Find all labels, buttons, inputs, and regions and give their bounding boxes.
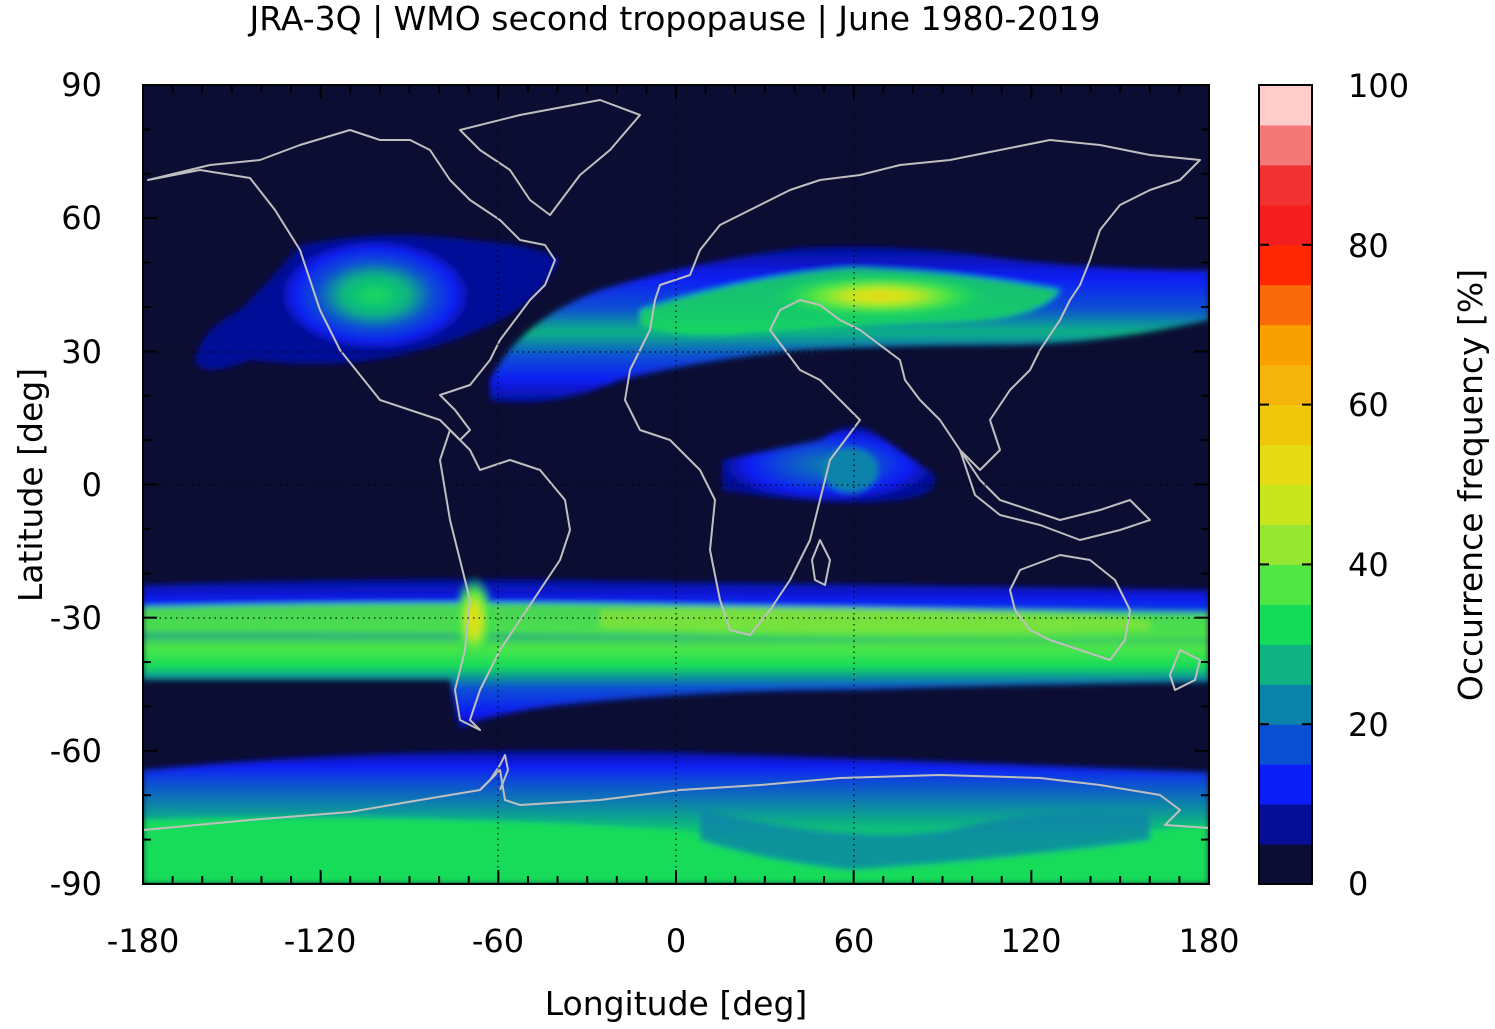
coast-antarctica bbox=[143, 769, 1209, 831]
x-tick-label: 0 bbox=[666, 922, 686, 960]
colorbar-level-13 bbox=[1259, 324, 1312, 366]
x-tick-label: -120 bbox=[284, 922, 357, 960]
y-tick-label: -90 bbox=[50, 865, 102, 903]
sh-subtropical-belt bbox=[143, 576, 1209, 730]
colorbar-level-7 bbox=[1259, 564, 1312, 605]
colorbar-tick-label: 60 bbox=[1348, 386, 1389, 424]
colorbar-level-9 bbox=[1259, 484, 1312, 525]
colorbar-level-6 bbox=[1259, 604, 1312, 645]
colorbar-level-8 bbox=[1259, 524, 1312, 565]
colorbar-tick-label: 100 bbox=[1348, 67, 1409, 105]
coast-madagascar bbox=[811, 539, 831, 586]
coast-north-america bbox=[147, 129, 556, 441]
colorbar-frame bbox=[1258, 84, 1313, 885]
y-axis-ticks: 90 60 30 0 -30 -60 -90 bbox=[50, 66, 102, 903]
y-tick-label: 60 bbox=[61, 199, 102, 237]
coast-australia bbox=[1009, 554, 1131, 661]
colorbar-tick-label: 0 bbox=[1348, 865, 1368, 903]
coast-europe-africa bbox=[624, 139, 1201, 636]
coast-greenland bbox=[459, 99, 641, 216]
colorbar-level-11 bbox=[1259, 404, 1312, 446]
x-tick-label: 120 bbox=[1000, 922, 1061, 960]
x-tick-label: 60 bbox=[834, 922, 875, 960]
colorbar-level-12 bbox=[1259, 364, 1312, 406]
colorbar-level-15 bbox=[1259, 244, 1312, 286]
y-tick-label: -60 bbox=[50, 732, 102, 770]
x-axis-ticks: -180 -120 -60 0 60 120 180 bbox=[107, 922, 1240, 960]
y-tick-label: 90 bbox=[61, 66, 102, 104]
map-title: JRA-3Q | WMO second tropopause | June 19… bbox=[248, 0, 1101, 38]
y-tick-label: -30 bbox=[50, 599, 102, 637]
colorbar-level-19 bbox=[1259, 85, 1312, 126]
y-tick-label: 30 bbox=[61, 333, 102, 371]
x-tick-label: -180 bbox=[107, 922, 180, 960]
coast-antarctic-peninsula bbox=[479, 754, 509, 791]
colorbar-tick-label: 80 bbox=[1348, 227, 1389, 265]
colorbar-label: Occurrence frequency [%] bbox=[1451, 269, 1490, 701]
colorbar-tick-label: 40 bbox=[1348, 546, 1389, 584]
colorbar-level-17 bbox=[1259, 164, 1312, 206]
grid-lines bbox=[143, 85, 1209, 884]
coast-southeast-asia bbox=[959, 449, 1151, 541]
y-axis-label: Latitude [deg] bbox=[11, 368, 50, 602]
coast-central-south-america bbox=[439, 429, 571, 731]
coastlines bbox=[143, 99, 1209, 831]
colorbar-tick-marks bbox=[1259, 84, 1312, 885]
map-plot-area bbox=[143, 85, 1209, 884]
colorbar-level-10 bbox=[1259, 444, 1312, 485]
colorbar-level-16 bbox=[1259, 204, 1312, 246]
colorbar-level-2 bbox=[1259, 764, 1312, 805]
colorbar-level-4 bbox=[1259, 684, 1312, 725]
y-tick-label: 0 bbox=[82, 466, 102, 504]
x-axis-label: Longitude [deg] bbox=[545, 984, 808, 1023]
axis-tick-marks bbox=[142, 84, 1210, 885]
colorbar-level-18 bbox=[1259, 124, 1312, 166]
colorbar bbox=[1259, 85, 1312, 885]
colorbar-level-3 bbox=[1259, 724, 1312, 765]
x-tick-label: 180 bbox=[1178, 922, 1239, 960]
coast-new-zealand bbox=[1169, 649, 1201, 691]
colorbar-level-14 bbox=[1259, 284, 1312, 326]
x-tick-label: -60 bbox=[472, 922, 524, 960]
colorbar-tick-labels: 100 80 60 40 20 0 bbox=[1348, 67, 1409, 903]
colorbar-level-1 bbox=[1259, 804, 1312, 845]
colorbar-level-5 bbox=[1259, 644, 1312, 685]
north-america-band bbox=[195, 235, 560, 370]
colorbar-level-0 bbox=[1259, 844, 1312, 885]
colorbar-tick-label: 20 bbox=[1348, 706, 1389, 744]
